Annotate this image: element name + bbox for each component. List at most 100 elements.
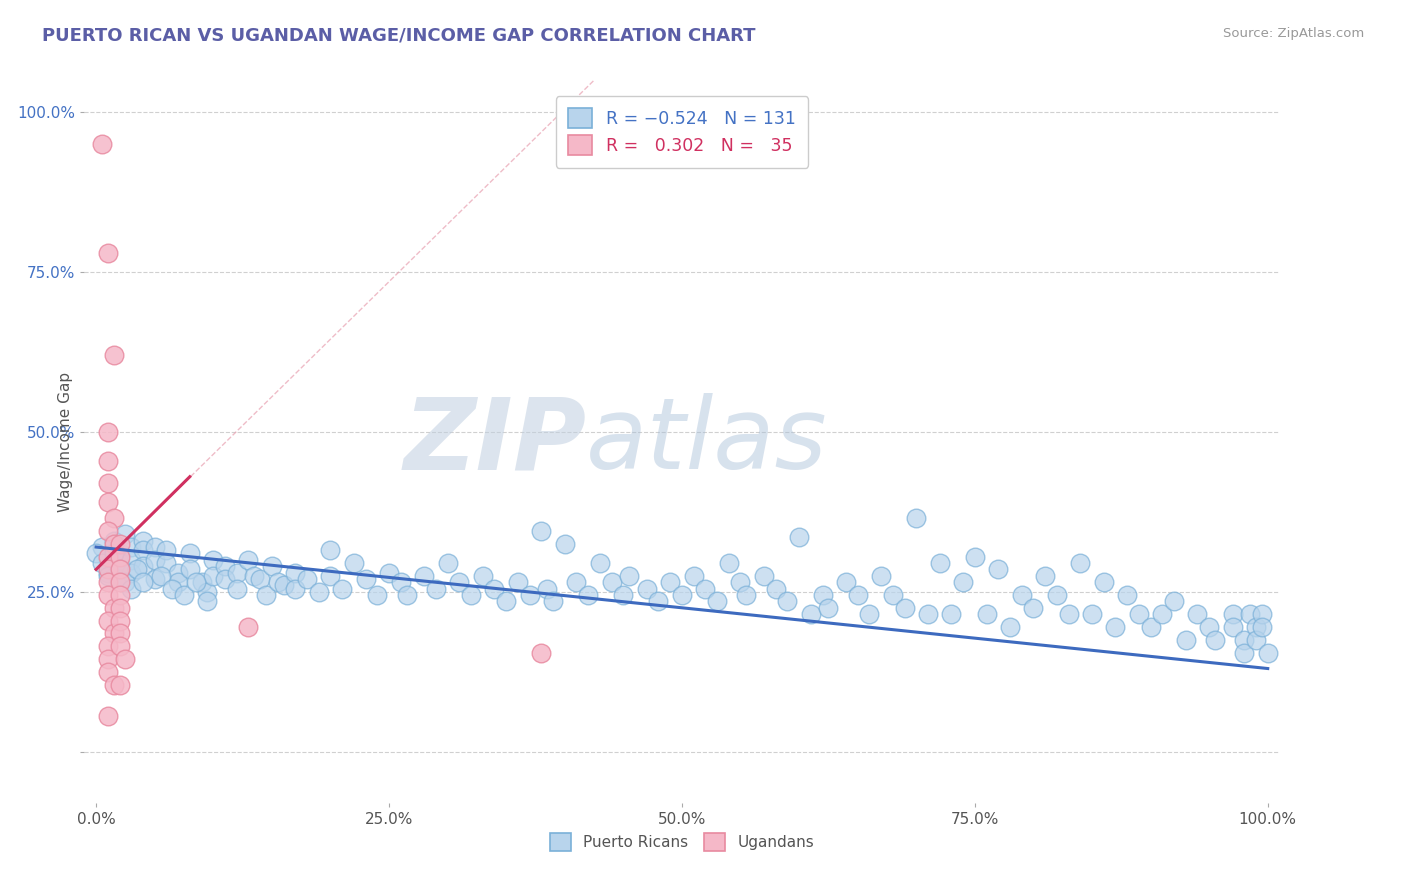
Point xyxy=(671,588,693,602)
Point xyxy=(97,639,120,653)
Point xyxy=(103,546,125,560)
Point xyxy=(717,556,740,570)
Point xyxy=(817,600,839,615)
Point xyxy=(882,588,904,602)
Point xyxy=(214,559,236,574)
Point xyxy=(449,575,471,590)
Point xyxy=(97,614,120,628)
Point xyxy=(108,677,131,691)
Point xyxy=(308,584,330,599)
Point xyxy=(254,588,277,602)
Point xyxy=(97,495,120,509)
Point xyxy=(659,575,682,590)
Point xyxy=(776,594,799,608)
Point xyxy=(893,600,915,615)
Point xyxy=(108,588,131,602)
Point xyxy=(565,575,588,590)
Point xyxy=(1174,632,1197,647)
Point xyxy=(976,607,998,622)
Point xyxy=(173,588,195,602)
Point xyxy=(132,575,155,590)
Text: atlas: atlas xyxy=(586,393,828,490)
Point xyxy=(103,677,125,691)
Point xyxy=(1046,588,1069,602)
Point xyxy=(389,575,412,590)
Point xyxy=(858,607,880,622)
Point xyxy=(97,566,120,580)
Point xyxy=(378,566,401,580)
Point xyxy=(143,572,166,586)
Point xyxy=(103,511,125,525)
Point xyxy=(190,575,212,590)
Point xyxy=(108,639,131,653)
Y-axis label: Wage/Income Gap: Wage/Income Gap xyxy=(58,371,73,512)
Point xyxy=(413,569,436,583)
Point xyxy=(436,556,458,570)
Point xyxy=(97,569,120,583)
Point xyxy=(97,425,120,439)
Point xyxy=(132,543,155,558)
Point xyxy=(1033,569,1056,583)
Point xyxy=(1244,620,1267,634)
Point xyxy=(1011,588,1033,602)
Point xyxy=(273,578,295,592)
Point xyxy=(576,588,599,602)
Point xyxy=(97,553,120,567)
Point xyxy=(735,588,758,602)
Point xyxy=(536,582,558,596)
Point xyxy=(162,582,183,596)
Point xyxy=(706,594,728,608)
Point xyxy=(97,549,120,564)
Point xyxy=(97,454,120,468)
Point xyxy=(179,562,201,576)
Point xyxy=(214,572,236,586)
Point xyxy=(1222,620,1244,634)
Point xyxy=(589,556,612,570)
Point xyxy=(238,620,260,634)
Point xyxy=(395,588,418,602)
Point xyxy=(97,652,120,666)
Point xyxy=(800,607,823,622)
Point xyxy=(1233,632,1256,647)
Point xyxy=(143,553,166,567)
Point xyxy=(108,562,131,576)
Point xyxy=(1022,600,1045,615)
Text: Source: ZipAtlas.com: Source: ZipAtlas.com xyxy=(1223,27,1364,40)
Point xyxy=(108,546,131,560)
Point xyxy=(103,533,125,548)
Point xyxy=(284,582,307,596)
Text: PUERTO RICAN VS UGANDAN WAGE/INCOME GAP CORRELATION CHART: PUERTO RICAN VS UGANDAN WAGE/INCOME GAP … xyxy=(42,27,755,45)
Point xyxy=(120,540,142,554)
Point xyxy=(132,559,155,574)
Point xyxy=(108,562,131,576)
Point xyxy=(97,476,120,491)
Point xyxy=(1257,646,1279,660)
Point xyxy=(225,566,247,580)
Point xyxy=(730,575,752,590)
Point xyxy=(530,524,553,538)
Point xyxy=(132,533,155,548)
Point xyxy=(108,614,131,628)
Point xyxy=(167,575,190,590)
Point xyxy=(120,553,142,567)
Point xyxy=(952,575,974,590)
Point xyxy=(127,562,149,576)
Point xyxy=(787,531,810,545)
Point xyxy=(225,582,247,596)
Point xyxy=(97,575,120,590)
Point xyxy=(752,569,775,583)
Point xyxy=(97,246,120,260)
Point xyxy=(97,709,120,723)
Point xyxy=(1222,607,1244,622)
Point xyxy=(600,575,623,590)
Point xyxy=(354,572,377,586)
Point xyxy=(905,511,928,525)
Point xyxy=(167,566,190,580)
Point xyxy=(619,569,641,583)
Point xyxy=(330,582,353,596)
Point xyxy=(108,600,131,615)
Point xyxy=(1139,620,1161,634)
Point xyxy=(1239,607,1261,622)
Point xyxy=(143,540,166,554)
Point xyxy=(319,543,342,558)
